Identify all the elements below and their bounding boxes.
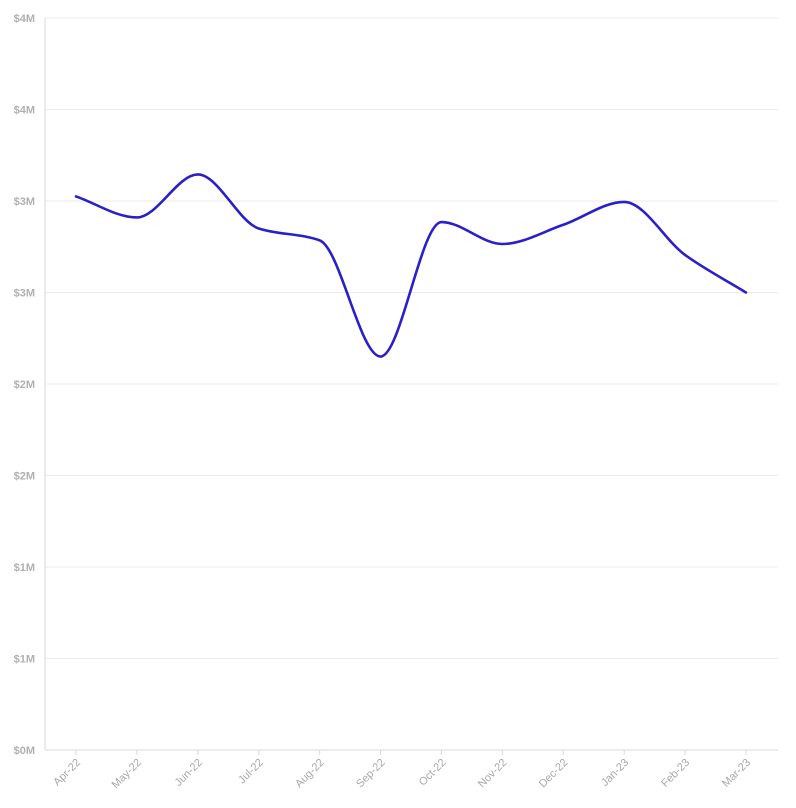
data-point[interactable] [314,234,326,246]
x-tick-label: May-22 [110,757,144,791]
y-tick-label: $2M [14,379,35,391]
data-point[interactable] [740,287,752,299]
data-point[interactable] [375,351,387,363]
data-point[interactable] [70,190,82,202]
series-line [74,173,748,358]
data-point[interactable] [679,249,691,261]
data-point[interactable] [253,222,265,234]
x-tick-label: Feb-23 [659,757,692,790]
y-tick-label: $1M [14,654,35,666]
y-tick-labels: $0M $1M $1M $2M $2M $3M $3M $4M $4M [14,13,35,757]
data-point[interactable] [131,211,143,223]
y-tick-label: $2M [14,471,35,483]
x-tick-label: Jul-22 [236,757,266,787]
data-point[interactable] [496,238,508,250]
axes [44,18,778,751]
data-point[interactable] [435,216,447,228]
x-tick-label: Dec-22 [537,757,571,791]
data-point[interactable] [192,168,204,180]
y-tick-label: $0M [14,745,35,757]
x-tick-label: Nov-22 [476,757,510,791]
y-tick-label: $4M [14,13,35,25]
y-tick-label: $3M [14,288,35,300]
x-tick-labels: Apr-22 May-22 Jun-22 Jul-22 Aug-22 Sep-22 Oct-… [51,750,753,791]
x-tick-label: Jun-22 [173,757,205,789]
x-tick-label: Sep-22 [354,757,388,791]
y-tick-label: $1M [14,562,35,574]
x-tick-label: Aug-22 [293,757,327,791]
y-tick-label: $3M [14,196,35,208]
x-tick-label: Apr-22 [51,757,83,789]
series-layer [70,168,752,363]
x-tick-label: Jan-23 [599,757,631,789]
y-tick-label: $4M [14,105,35,117]
x-tick-label: Oct-22 [417,757,449,789]
data-point[interactable] [557,219,569,231]
grid-lines [45,17,778,659]
data-point[interactable] [618,196,630,208]
x-tick-label: Mar-23 [720,757,753,790]
